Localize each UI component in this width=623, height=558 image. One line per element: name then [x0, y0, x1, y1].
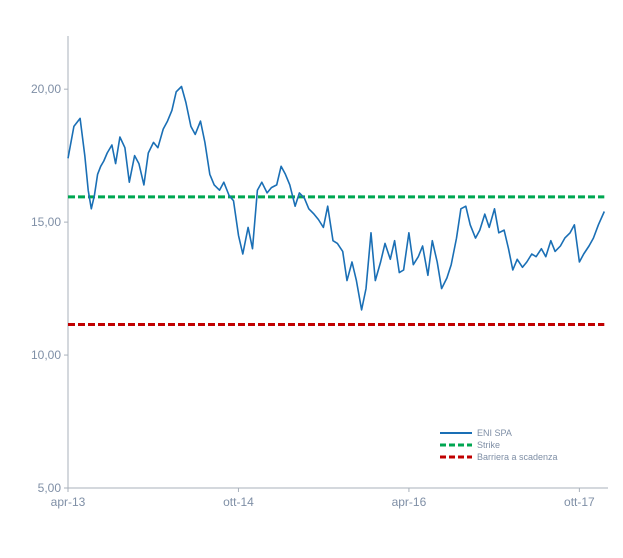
legend-label-barriera-a-scadenza: Barriera a scadenza — [477, 452, 558, 462]
y-tick-label: 20,00 — [31, 82, 61, 96]
legend-label-eni-spa: ENI SPA — [477, 428, 512, 438]
x-tick-label: apr-13 — [51, 495, 86, 509]
x-tick-label: ott-17 — [564, 495, 595, 509]
y-tick-label: 10,00 — [31, 348, 61, 362]
y-tick-label: 15,00 — [31, 215, 61, 229]
x-tick-label: apr-16 — [392, 495, 427, 509]
legend-label-strike: Strike — [477, 440, 500, 450]
tick-labels: 5,00 10,00 15,00 20,00 apr-13 ott-14 apr-16 ott… — [31, 82, 595, 509]
plot-area — [67, 85, 606, 326]
y-tick-label: 5,00 — [38, 481, 62, 495]
legend: ENI SPA Strike Barriera a scadenza — [440, 428, 558, 462]
series-line-eni-spa — [67, 85, 606, 311]
x-tick-label: ott-14 — [223, 495, 254, 509]
